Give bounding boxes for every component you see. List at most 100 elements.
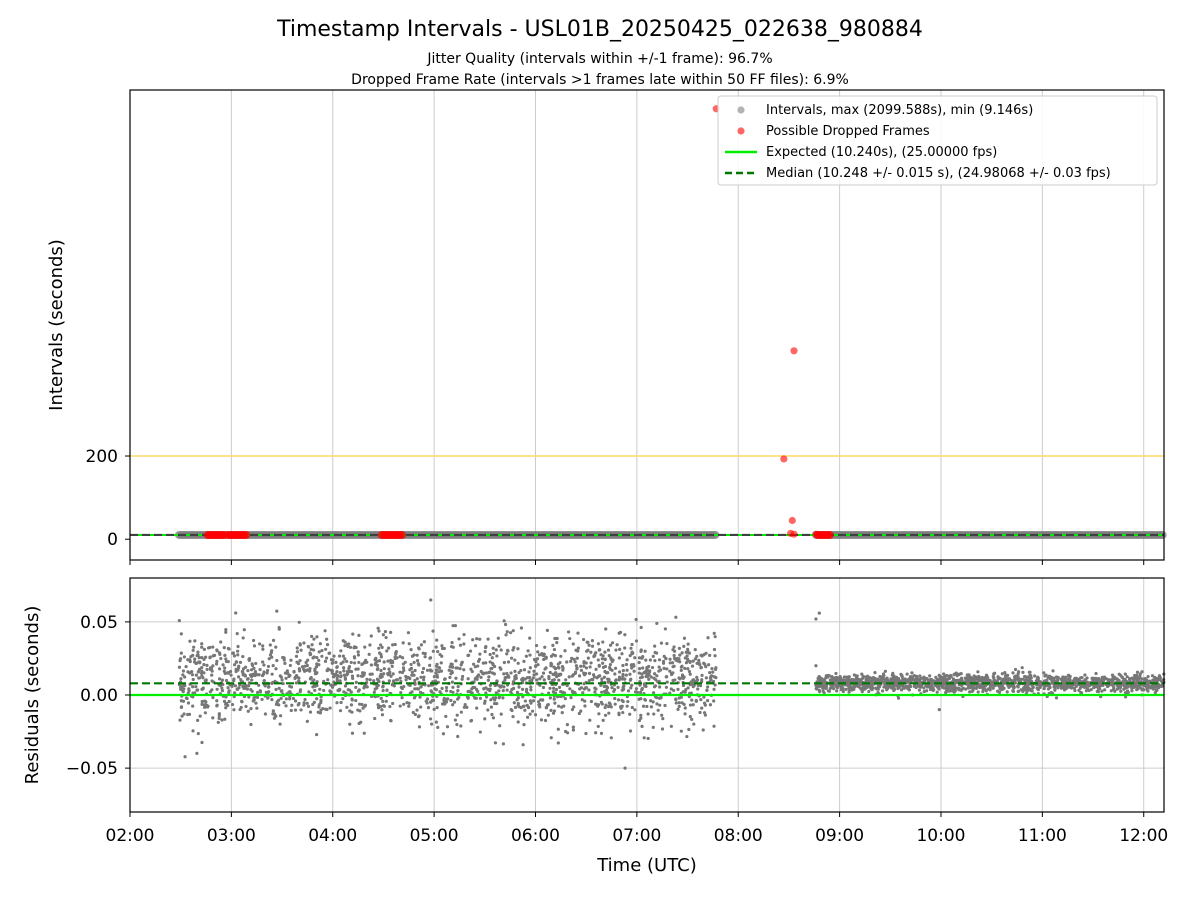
residual-point <box>208 666 213 670</box>
residual-point <box>552 686 556 690</box>
residual-point <box>236 644 240 649</box>
residual-point <box>386 659 390 663</box>
residual-point <box>404 674 408 679</box>
residual-point <box>620 688 624 692</box>
residual-point <box>669 724 673 728</box>
residual-point <box>387 679 391 683</box>
residual-point <box>501 742 505 746</box>
residual-point <box>200 655 204 660</box>
residual-point <box>847 690 851 694</box>
residual-point <box>462 642 466 646</box>
residual-point <box>283 661 287 665</box>
residual-point <box>288 673 292 678</box>
residual-point <box>380 713 385 717</box>
residual-point <box>238 660 243 664</box>
residual-point <box>976 670 980 674</box>
residual-point <box>422 675 426 679</box>
residual-point <box>390 683 394 687</box>
residual-point <box>328 651 332 655</box>
residual-point <box>698 710 702 715</box>
residual-point <box>1063 687 1068 691</box>
residual-point <box>348 645 353 649</box>
intervals-y-ticks: 0 200 <box>86 447 130 550</box>
residual-point <box>278 674 282 678</box>
residual-point <box>426 706 431 710</box>
residual-point <box>1151 679 1155 683</box>
residual-point <box>502 619 506 623</box>
residual-point <box>204 679 208 683</box>
residual-point <box>603 657 607 661</box>
residual-point <box>672 653 676 658</box>
residual-point <box>559 654 563 658</box>
residual-point <box>431 649 435 653</box>
x-tick-label: 02:00 <box>106 826 155 846</box>
residual-point <box>357 702 362 706</box>
residual-point <box>949 685 953 689</box>
residual-point <box>1009 683 1013 687</box>
residual-point <box>930 677 934 682</box>
residual-point <box>449 672 453 676</box>
residual-point <box>529 688 533 692</box>
residuals-data <box>130 598 1166 770</box>
residual-point <box>179 677 183 681</box>
residual-point <box>447 668 451 672</box>
residual-point <box>555 674 559 679</box>
residual-point <box>542 678 546 682</box>
residual-point <box>706 685 710 689</box>
residual-point <box>580 698 584 702</box>
residual-point <box>372 679 376 683</box>
residual-point <box>563 649 567 653</box>
residual-point <box>211 664 215 668</box>
residual-point <box>558 660 562 665</box>
residual-point <box>282 701 286 705</box>
residual-point <box>672 645 676 649</box>
residual-point <box>688 660 692 664</box>
residual-point <box>317 650 321 654</box>
residual-point <box>579 664 583 668</box>
residual-point <box>404 678 408 682</box>
residual-point <box>552 665 556 669</box>
residual-point <box>445 725 450 729</box>
residual-point <box>534 664 538 668</box>
residual-point <box>436 649 440 654</box>
residual-point <box>606 705 611 709</box>
residual-point <box>892 674 896 678</box>
chart-subtitle-jitter: Jitter Quality (intervals within +/-1 fr… <box>426 51 772 67</box>
residual-point <box>201 676 205 680</box>
residual-point <box>651 691 656 695</box>
residual-point <box>1034 679 1038 683</box>
residual-point <box>591 678 595 682</box>
residual-point <box>586 656 590 660</box>
residual-point <box>845 675 849 679</box>
residual-point <box>834 684 839 688</box>
residual-point <box>295 650 300 654</box>
residual-point <box>298 658 302 663</box>
residual-point <box>297 676 301 680</box>
residual-point <box>520 687 525 691</box>
residual-point <box>527 675 532 680</box>
residual-point <box>421 651 425 655</box>
residual-point <box>1016 685 1020 689</box>
residual-point <box>574 664 578 668</box>
residual-point <box>1100 689 1104 693</box>
residual-point <box>713 654 717 658</box>
dropped-point <box>398 531 407 540</box>
residual-point <box>912 673 916 678</box>
residual-point <box>412 660 416 665</box>
residual-point <box>1038 685 1042 689</box>
residual-point <box>1020 666 1024 670</box>
residual-point <box>677 704 681 709</box>
residual-point <box>979 678 983 682</box>
residual-point <box>588 665 592 669</box>
residual-point <box>473 665 477 669</box>
residual-point <box>522 668 527 672</box>
residual-point <box>513 705 518 709</box>
residual-point <box>661 659 666 664</box>
residual-point <box>341 639 345 643</box>
residual-point <box>507 675 511 679</box>
residual-point <box>976 675 980 679</box>
residual-point <box>712 687 716 691</box>
residual-point <box>226 703 230 708</box>
residual-point <box>703 713 707 717</box>
legend-dropped-label: Possible Dropped Frames <box>766 124 930 139</box>
